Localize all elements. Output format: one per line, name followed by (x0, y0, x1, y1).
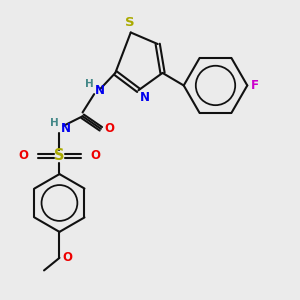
Text: H: H (50, 118, 58, 128)
Text: O: O (19, 149, 28, 162)
Text: S: S (125, 16, 135, 28)
Text: O: O (105, 122, 115, 135)
Text: N: N (95, 84, 105, 97)
Text: N: N (60, 122, 70, 135)
Text: F: F (251, 79, 259, 92)
Text: H: H (85, 79, 94, 89)
Text: N: N (140, 91, 150, 104)
Text: O: O (62, 251, 72, 264)
Text: O: O (90, 149, 100, 162)
Text: S: S (54, 148, 65, 163)
